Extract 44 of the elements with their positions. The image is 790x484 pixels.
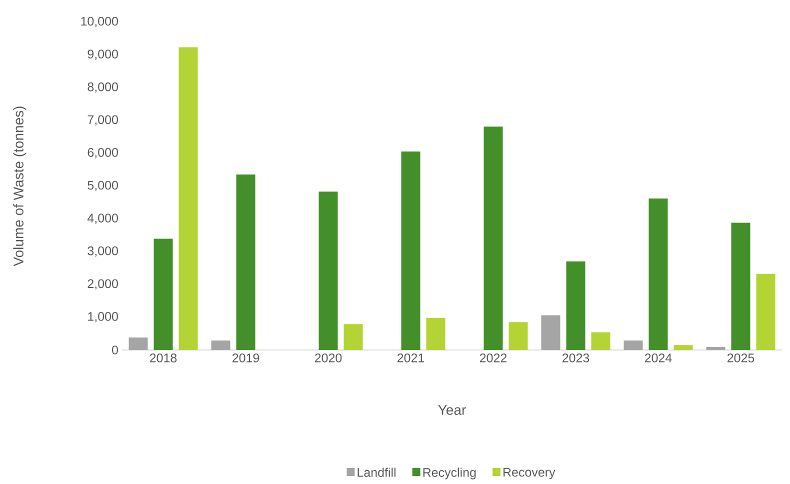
- bar: [674, 345, 693, 350]
- x-tick-label: 2023: [562, 354, 590, 362]
- bar: [401, 152, 420, 350]
- legend-label: Landfill: [358, 468, 396, 477]
- y-tick-label: 6,000: [88, 148, 118, 158]
- y-tick-label: 3,000: [88, 246, 118, 257]
- y-tick-label: 0: [112, 346, 118, 354]
- x-tick-label: 2021: [397, 354, 424, 362]
- bar: [648, 198, 668, 350]
- y-axis-title: Volume of Waste (tonnes): [13, 106, 26, 266]
- x-axis-title: Year: [438, 405, 466, 415]
- bar: [318, 192, 338, 350]
- bar: [541, 315, 560, 350]
- bar: [426, 318, 446, 350]
- x-tick-label: 2025: [727, 354, 754, 362]
- x-tick-label: 2020: [314, 354, 342, 362]
- legend-label: Recycling: [423, 468, 476, 480]
- legend-label: Recovery: [504, 468, 556, 480]
- x-tick-label: 2022: [480, 354, 507, 362]
- bar: [756, 274, 776, 350]
- y-tick-label: 4,000: [87, 214, 118, 224]
- bar: [706, 347, 726, 350]
- bar: [236, 174, 256, 350]
- bar: [178, 47, 198, 350]
- bar: [731, 222, 750, 350]
- bar: [154, 238, 173, 350]
- x-tick-label: 2024: [644, 354, 672, 362]
- y-tick-label: 10,000: [81, 16, 118, 28]
- bar: [591, 332, 610, 350]
- bar: [566, 261, 586, 350]
- bar: [484, 126, 503, 350]
- bar: [211, 340, 230, 350]
- x-tick-label: 2018: [150, 354, 177, 362]
- y-tick-label: 1,000: [88, 312, 118, 322]
- bar: [344, 324, 363, 350]
- bar: [508, 322, 528, 350]
- y-tick-label: 5,000: [88, 180, 118, 192]
- y-tick-label: 7,000: [88, 115, 118, 126]
- y-tick-label: 2,000: [88, 279, 118, 290]
- bar: [128, 338, 148, 350]
- bar: [624, 340, 643, 350]
- x-tick-label: 2019: [232, 354, 260, 362]
- y-tick-label: 9,000: [88, 50, 118, 60]
- y-tick-label: 8,000: [88, 82, 118, 93]
